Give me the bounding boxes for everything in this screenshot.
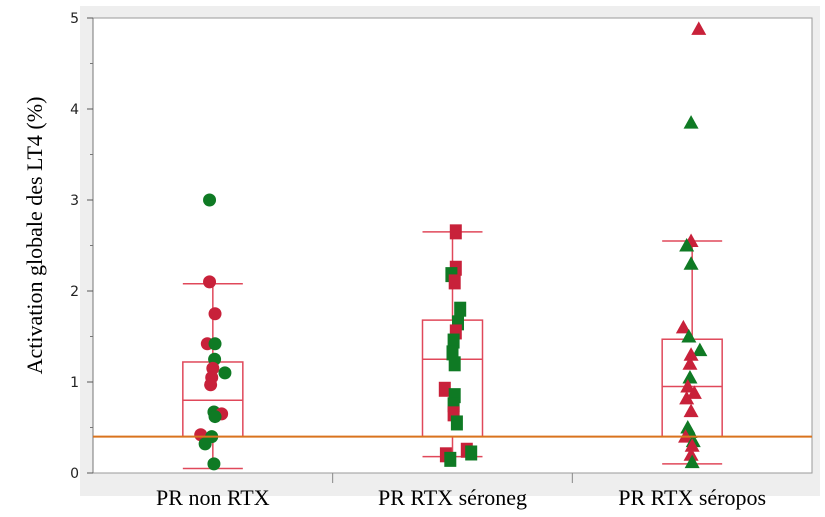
data-point-circle (204, 378, 218, 392)
y-tick-label: 3 (70, 193, 79, 209)
data-point-square (448, 356, 461, 372)
y-axis-label: Activation globale des LT4 (%) (22, 97, 47, 375)
data-point-circle (198, 437, 212, 451)
data-point-triangle (682, 369, 698, 384)
data-point-triangle (691, 21, 707, 35)
data-point-triangle (683, 403, 699, 418)
y-tick-label: 1 (70, 375, 79, 391)
data-point-circle (203, 275, 217, 289)
data-point-triangle (683, 115, 699, 129)
y-tick-label: 2 (70, 284, 79, 300)
x-axis: PR non RTX PR RTX séroneg PR RTX séropos (156, 473, 766, 510)
data-point-square (450, 415, 463, 431)
data-point-circle (208, 410, 222, 424)
y-axis: 0 1 2 3 4 5 (70, 11, 94, 482)
y-tick-label: 4 (70, 102, 79, 118)
data-point-triangle (683, 347, 699, 361)
data-point-square (448, 274, 461, 290)
data-point-circle (218, 366, 232, 380)
data-point-triangle (675, 319, 691, 334)
data-point-circle (207, 457, 221, 471)
data-point-triangle (680, 379, 696, 393)
y-tick-label: 0 (70, 466, 79, 482)
data-point-triangle (679, 238, 695, 252)
data-point-square (465, 445, 478, 461)
x-category-label: PR non RTX (156, 485, 270, 510)
data-point-triangle (692, 342, 708, 357)
data-point-circle (208, 337, 222, 351)
data-point-triangle (679, 390, 695, 405)
data-point-triangle (683, 447, 699, 461)
data-point-triangle (682, 356, 698, 370)
data-points (194, 21, 708, 471)
data-point-circle (203, 193, 217, 207)
data-point-square (449, 224, 462, 240)
data-point-square (438, 381, 451, 397)
data-point-square (444, 451, 457, 467)
x-category-label: PR RTX séroneg (378, 485, 527, 510)
y-tick-label: 5 (70, 11, 79, 27)
data-point-square (454, 301, 467, 317)
data-point-triangle (686, 385, 702, 399)
data-point-triangle (684, 454, 700, 469)
data-point-square (447, 333, 460, 349)
data-point-triangle (683, 256, 699, 270)
data-point-circle (208, 307, 222, 321)
x-category-label: PR RTX séropos (618, 485, 766, 510)
data-point-triangle (684, 438, 700, 452)
data-point-triangle (681, 329, 697, 343)
